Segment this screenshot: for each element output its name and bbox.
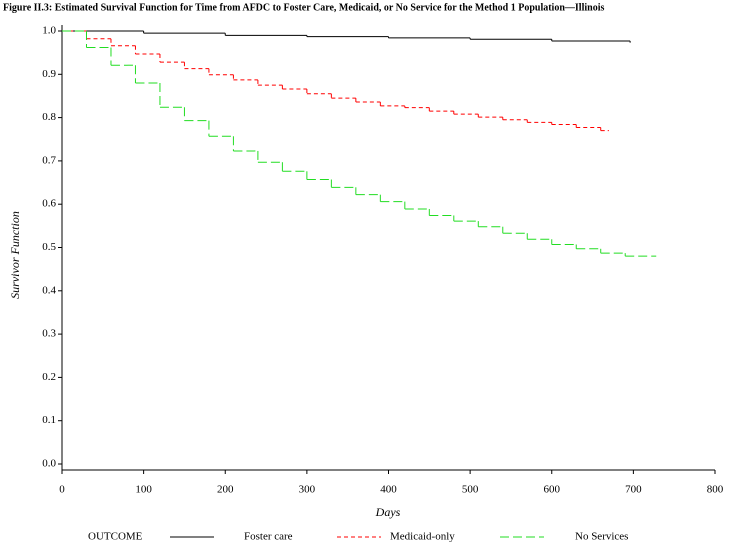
chart-title: Figure II.3: Estimated Survival Function… bbox=[3, 2, 604, 13]
y-axis-label: Survivor Function bbox=[8, 211, 22, 299]
x-tick-label: 200 bbox=[217, 484, 234, 496]
x-tick-label: 700 bbox=[625, 484, 642, 496]
legend-label: No Services bbox=[575, 531, 628, 543]
x-tick-label: 0 bbox=[59, 484, 65, 496]
x-tick-label: 300 bbox=[299, 484, 316, 496]
legend-label: Foster care bbox=[244, 531, 293, 543]
y-tick-label: 0.2 bbox=[42, 371, 56, 383]
y-tick-label: 0.9 bbox=[42, 68, 56, 80]
x-tick-label: 500 bbox=[462, 484, 479, 496]
y-tick-label: 0.7 bbox=[42, 154, 56, 166]
y-tick-label: 1.0 bbox=[42, 25, 56, 37]
x-tick-label: 800 bbox=[707, 484, 724, 496]
y-tick-label: 0.6 bbox=[42, 198, 56, 210]
y-tick-label: 0.8 bbox=[42, 111, 56, 123]
y-tick-label: 0.4 bbox=[42, 284, 56, 296]
x-tick-label: 100 bbox=[135, 484, 152, 496]
y-tick-label: 0.5 bbox=[42, 241, 56, 253]
y-tick-label: 0.3 bbox=[42, 328, 56, 340]
x-tick-label: 600 bbox=[544, 484, 561, 496]
x-tick-label: 400 bbox=[380, 484, 397, 496]
x-axis-label: Days bbox=[375, 505, 401, 519]
legend-label: Medicaid-only bbox=[390, 531, 455, 543]
legend-title: OUTCOME bbox=[88, 531, 143, 543]
y-tick-label: 0.0 bbox=[42, 458, 56, 470]
y-tick-label: 0.1 bbox=[42, 414, 56, 426]
